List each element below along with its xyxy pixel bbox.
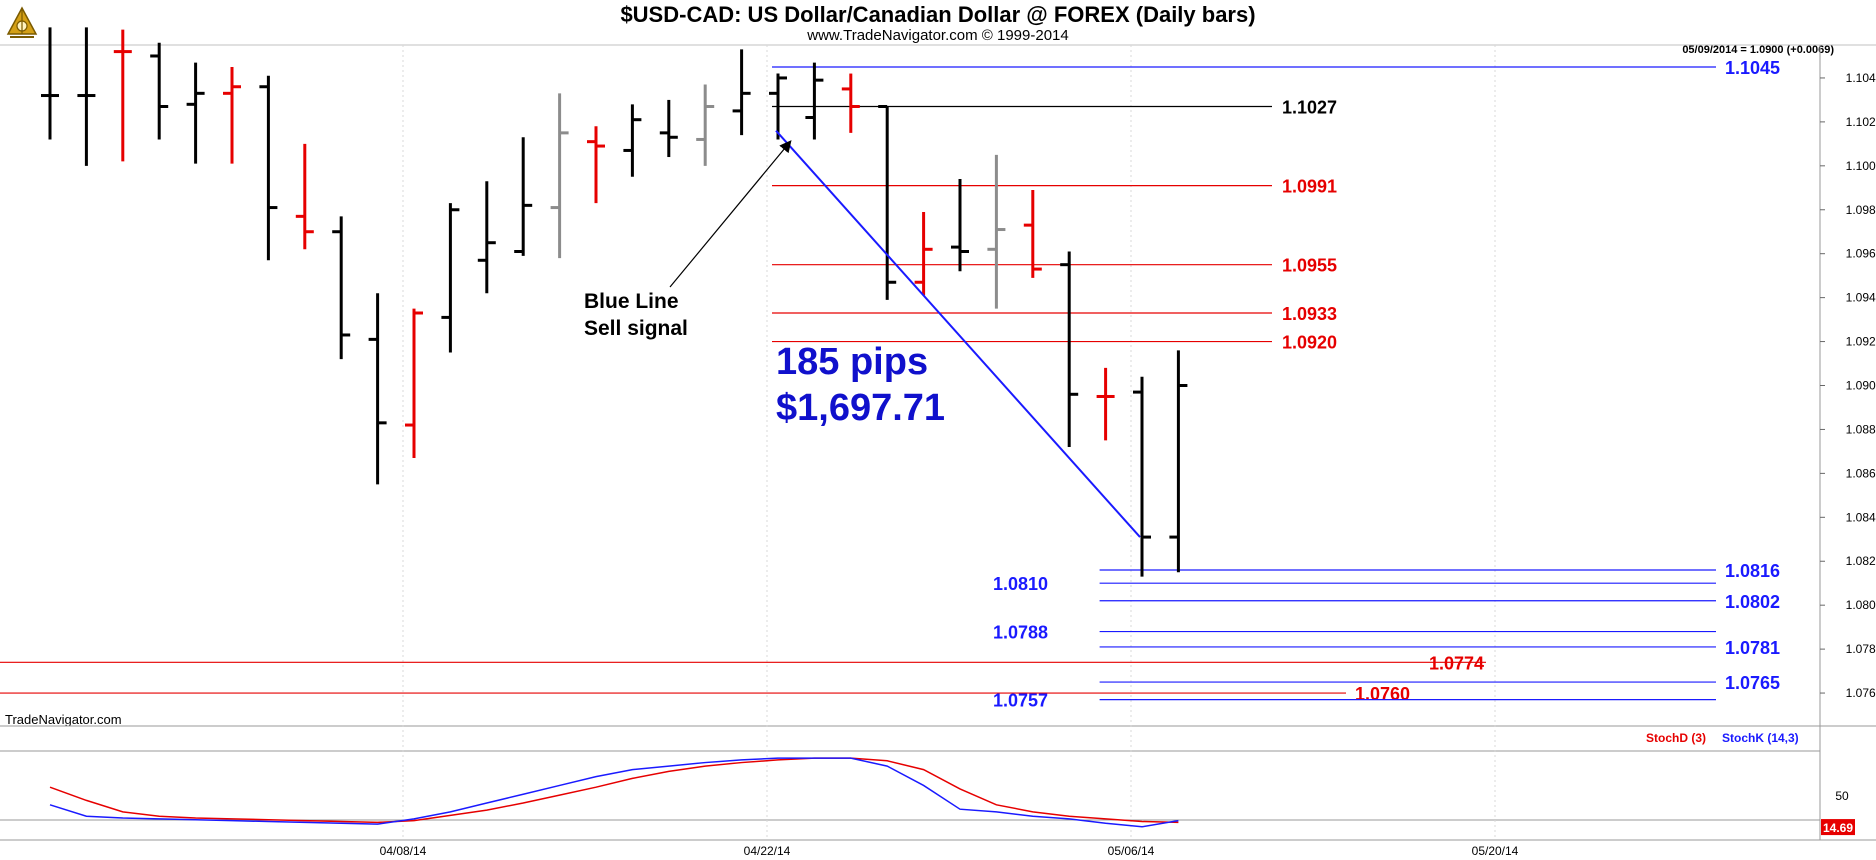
- ohlc-bar: [1023, 189, 1042, 278]
- level-label: 1.0991: [1282, 177, 1337, 197]
- profit-label: $1,697.71: [776, 387, 946, 429]
- level-label: 1.0920: [1282, 333, 1337, 353]
- ohlc-bar: [223, 66, 241, 164]
- ohlc-bar: [41, 27, 59, 140]
- sell-signal-line-2: Sell signal: [584, 317, 688, 340]
- chart-title: $USD-CAD: US Dollar/Canadian Dollar @ FO…: [620, 2, 1256, 27]
- level-label: 1.0760: [1355, 684, 1410, 704]
- level-label: 1.0757: [993, 691, 1048, 711]
- y-tick-label: 1.0880: [1846, 422, 1876, 436]
- sell-signal-note: Blue Line Sell signal: [584, 288, 688, 342]
- level-label: 1.0802: [1725, 592, 1780, 612]
- level-label: 1.0933: [1282, 304, 1337, 324]
- ohlc-bar: [186, 62, 205, 164]
- ohlc-bar: [1169, 350, 1188, 573]
- y-tick-label: 1.0900: [1846, 379, 1876, 393]
- ohlc-bar: [550, 93, 569, 259]
- ohlc-bar: [514, 137, 533, 256]
- ohlc-bar: [1133, 376, 1151, 577]
- y-tick-label: 1.0920: [1846, 335, 1876, 349]
- brand-watermark: TradeNavigator.com: [5, 712, 122, 727]
- ohlc-bar: [405, 308, 423, 458]
- level-label: 1.0788: [993, 623, 1048, 643]
- ohlc-bar: [477, 181, 496, 294]
- y-tick-label: 1.0800: [1846, 598, 1876, 612]
- y-tick-label: 1.0860: [1846, 466, 1876, 480]
- ohlc-bar: [1096, 367, 1115, 441]
- sell-signal-line-1: Blue Line: [584, 290, 679, 313]
- chart-subtitle: www.TradeNavigator.com © 1999-2014: [807, 27, 1069, 44]
- level-label: 1.1027: [1282, 98, 1337, 118]
- stoch-last-value-badge: [1821, 819, 1855, 836]
- ohlc-bar: [368, 293, 387, 485]
- ohlc-bar: [259, 75, 278, 261]
- ohlc-bar: [587, 126, 605, 204]
- y-tick-label: 1.1040: [1846, 71, 1876, 85]
- ohlc-bar: [623, 104, 642, 177]
- x-tick-label: 05/06/14: [1108, 844, 1155, 858]
- y-tick-label: 1.1000: [1846, 159, 1876, 173]
- ohlc-bar: [878, 105, 897, 300]
- level-label: 1.0781: [1725, 638, 1780, 658]
- legend-stochk: StochK (14,3): [1722, 731, 1799, 745]
- x-tick-label: 04/08/14: [380, 844, 427, 858]
- stochk-line: [49, 757, 1179, 828]
- y-tick-label: 1.0780: [1846, 642, 1876, 656]
- ohlc-bar: [332, 216, 351, 360]
- ohlc-bar: [113, 29, 132, 162]
- ohlc-bar: [805, 62, 824, 140]
- ohlc-bar: [841, 73, 860, 133]
- ohlc-bar: [732, 49, 751, 136]
- y-tick-label: 1.0960: [1846, 247, 1876, 261]
- blue-trendline: [775, 130, 1141, 538]
- y-tick-label: 1.0760: [1846, 686, 1876, 700]
- ohlc-bar: [659, 99, 678, 158]
- x-tick-label: 05/20/14: [1472, 844, 1519, 858]
- sextant-icon: [6, 6, 38, 38]
- y-tick-label: 1.0820: [1846, 554, 1876, 568]
- legend-stochd: StochD (3): [1646, 731, 1706, 745]
- level-label: 1.1045: [1725, 58, 1780, 78]
- signal-arrow: [669, 140, 792, 288]
- ohlc-bar: [696, 84, 715, 166]
- stochd-line: [49, 757, 1179, 824]
- ohlc-bar: [987, 154, 1006, 309]
- last-bar-readout: 05/09/2014 = 1.0900 (+0.0069): [1682, 44, 1834, 56]
- ohlc-bar: [769, 73, 787, 140]
- ohlc-bar: [77, 27, 96, 166]
- x-tick-label: 04/22/14: [744, 844, 791, 858]
- level-label: 1.0955: [1282, 256, 1337, 276]
- ohlc-bar: [150, 42, 169, 140]
- pips-label: 185 pips: [776, 341, 929, 383]
- y-tick-label: 1.0980: [1846, 203, 1876, 217]
- stoch-y-tick-label: 50: [1835, 789, 1849, 803]
- ohlc-bar: [441, 203, 460, 353]
- level-label: 1.0810: [993, 574, 1048, 594]
- ohlc-bar: [914, 211, 933, 296]
- y-tick-label: 1.1020: [1846, 115, 1876, 129]
- stoch-last-value-label: 14.69: [1823, 821, 1853, 835]
- level-label: 1.0774: [1429, 653, 1484, 673]
- y-tick-label: 1.0940: [1846, 291, 1876, 305]
- level-label: 1.0765: [1725, 673, 1780, 693]
- level-label: 1.0816: [1725, 561, 1780, 581]
- ohlc-bar: [1060, 251, 1079, 448]
- ohlc-bar: [295, 143, 314, 250]
- ohlc-bar: [951, 179, 969, 272]
- y-tick-label: 1.0840: [1846, 510, 1876, 524]
